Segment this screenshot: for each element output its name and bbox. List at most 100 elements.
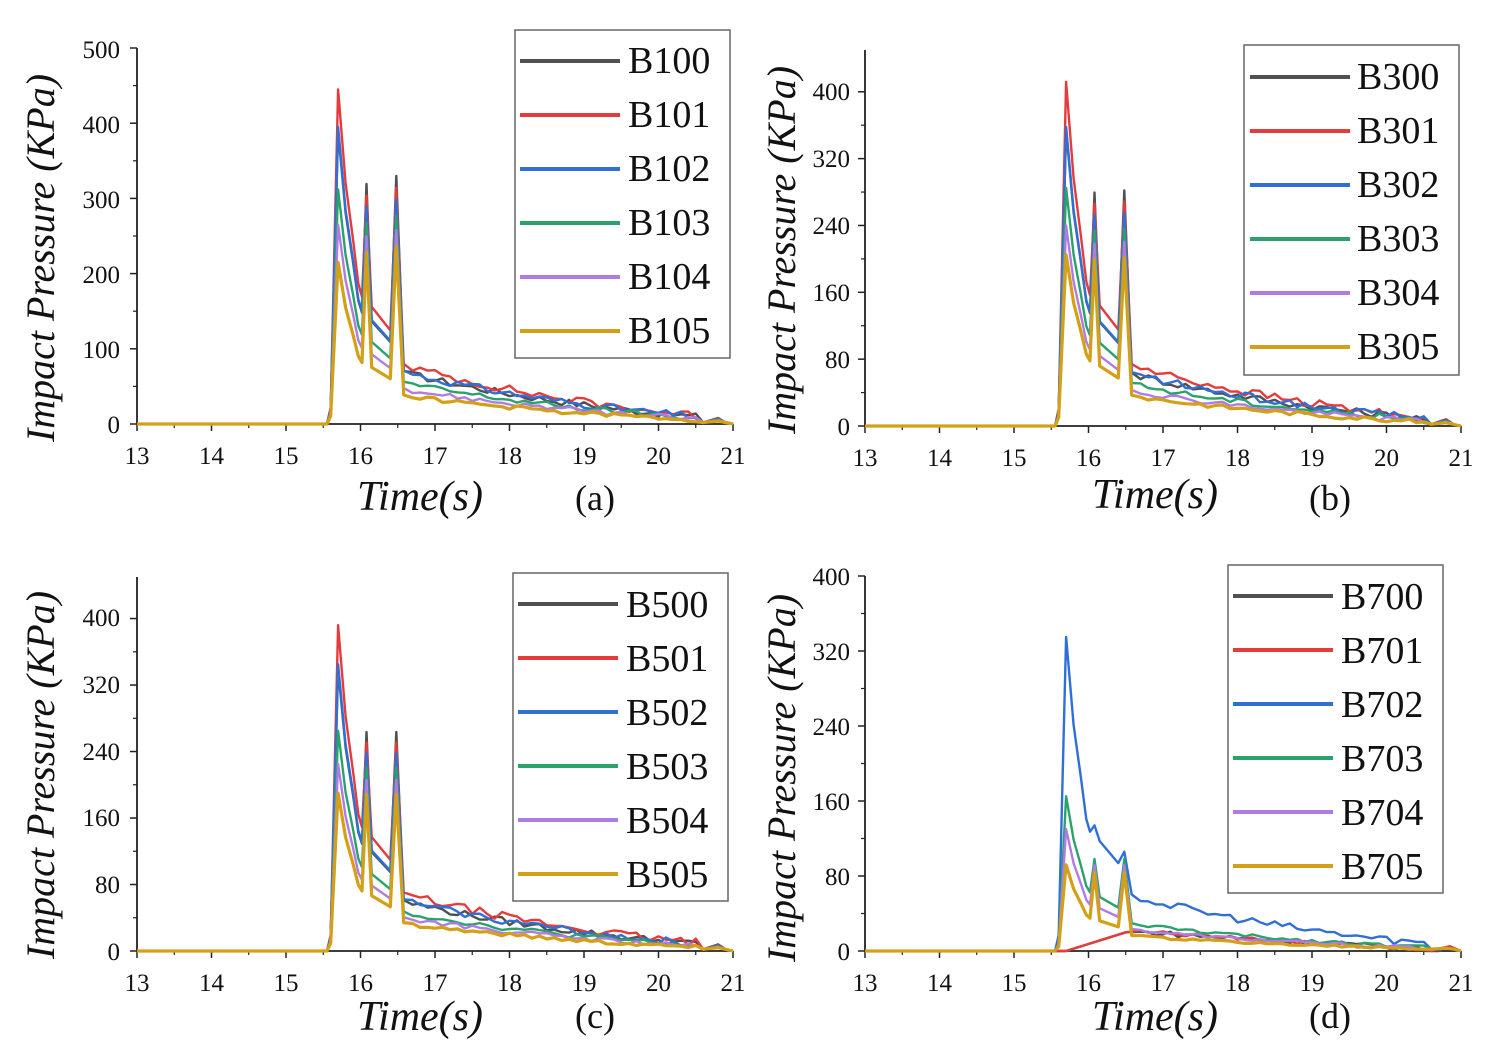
panel-b-ytick: 160 (813, 280, 851, 307)
panel-b-xtick: 16 (1076, 445, 1101, 472)
panel-d-legend-label: B702 (1341, 684, 1423, 726)
panel-a-xtick: 14 (199, 443, 225, 470)
panel-a-ytick: 200 (83, 262, 121, 289)
panel-a-series-line-B105 (137, 245, 734, 426)
panel-c-legend: B500 B501 B502 B503 B504 B505 (512, 572, 729, 902)
panel-c-legend-label: B500 (626, 584, 708, 626)
plot-layer (130, 47, 1462, 958)
panel-a-legend-label: B105 (628, 310, 710, 352)
panel-a-xtick: 15 (274, 443, 299, 470)
panel-b-ylabel: Impact Pressure (KPa) (759, 66, 804, 435)
panel-d-ytick: 320 (813, 639, 851, 666)
panel-a-xtick: 13 (125, 443, 150, 470)
panel-b-yticks: 0 80 160 240 320 400 (813, 79, 851, 441)
panel-c-legend-label: B502 (626, 692, 708, 734)
panel-b-legend-label: B303 (1357, 218, 1439, 260)
panel-c-series-line-B501 (137, 624, 734, 953)
panel-a-legend-label: B100 (628, 40, 710, 82)
panel-d-ytick: 400 (813, 564, 851, 591)
panel-c-ylabel: Impact Pressure (KPa) (18, 591, 63, 960)
panel-a-xticks: 13 14 15 16 17 18 19 20 21 (125, 443, 746, 470)
panel-c-legend-label: B505 (626, 854, 708, 896)
panel-b-xtick: 15 (1002, 445, 1027, 472)
panel-b-xlabel: Time(s) (1092, 472, 1218, 518)
panel-a-legend-box (514, 29, 731, 359)
panel-a-ytick: 400 (83, 112, 121, 139)
panel-b-ytick: 0 (838, 414, 851, 441)
panel-b-xtick: 20 (1374, 445, 1399, 472)
panel-d-xtick: 21 (1449, 970, 1474, 997)
panel-d-yticks: 0 80 160 240 320 400 (813, 564, 851, 966)
panel-d-legend-label: B700 (1341, 576, 1423, 618)
panel-b-ytick: 240 (813, 213, 851, 240)
panel-d-plot (858, 575, 1462, 958)
panel-a-yticks: 0 100 200 300 400 500 (83, 37, 121, 439)
panel-c-legend-label: B503 (626, 746, 708, 788)
panel-a-plot (130, 47, 734, 431)
panel-d-ytick: 160 (813, 789, 851, 816)
panel-d-ytick: 240 (813, 714, 851, 741)
panel-d: Impact Pressure (KPa) 0 80 160 240 320 4… (759, 564, 1474, 1040)
panel-d-xtick: 19 (1300, 970, 1325, 997)
panel-d-xlabel: Time(s) (1092, 994, 1218, 1040)
panel-d-xtick: 20 (1374, 970, 1399, 997)
panel-c-legend-label: B504 (626, 800, 708, 842)
panel-d-legend: B700 B701 B702 B703 B704 B705 (1227, 564, 1444, 894)
panel-c-plot (130, 577, 734, 958)
panel-a-xtick: 17 (423, 443, 448, 470)
panel-d-legend-label: B704 (1341, 792, 1423, 834)
panel-c-ytick: 80 (95, 872, 120, 899)
panel-b-legend: B300 B301 B302 B303 B304 B305 (1243, 44, 1460, 376)
panel-c-ytick: 320 (83, 672, 121, 699)
panel-c-ytick: 400 (83, 605, 121, 632)
panel-d-legend-label: B701 (1341, 630, 1423, 672)
panel-d-ylabel: Impact Pressure (KPa) (759, 594, 804, 963)
panel-c-xtick: 19 (572, 970, 597, 997)
panel-b-legend-label: B301 (1357, 110, 1439, 152)
panel-d-xtick: 13 (853, 970, 878, 997)
panel-a-xtick: 21 (721, 443, 746, 470)
panel-a-ytick: 100 (83, 337, 121, 364)
panel-d-label: (d) (1309, 996, 1351, 1036)
panel-a-label: (a) (575, 478, 615, 518)
panel-d-xticks: 13 14 15 16 17 18 19 20 21 (853, 970, 1474, 997)
panel-c-legend-box (512, 572, 729, 902)
panel-b-xtick: 17 (1151, 445, 1176, 472)
panel-b-legend-label: B305 (1357, 326, 1439, 368)
panel-b-xtick: 13 (853, 445, 878, 472)
panel-a-legend-label: B104 (628, 256, 710, 298)
panel-c-xticks: 13 14 15 16 17 18 19 20 21 (125, 970, 746, 997)
panel-c-xtick: 14 (199, 970, 225, 997)
panel-a-ytick: 500 (83, 37, 121, 64)
panel-b-series-line-B305 (865, 253, 1462, 428)
panel-b-legend-label: B304 (1357, 272, 1439, 314)
panel-d-xtick: 17 (1151, 970, 1176, 997)
panel-a-ylabel: Impact Pressure (KPa) (18, 74, 63, 443)
panel-a-legend-label: B101 (628, 94, 710, 136)
panel-c-xlabel: Time(s) (357, 994, 483, 1040)
panel-d-series-line-B705 (865, 863, 1462, 953)
panel-a-legend: B100 B101 B102 B103 B104 B105 (514, 29, 731, 359)
panel-d-xtick: 14 (927, 970, 953, 997)
panel-b-label: (b) (1309, 478, 1351, 518)
panel-d-series-line-B702 (865, 635, 1462, 953)
panel-c-xtick: 17 (423, 970, 448, 997)
panel-d-xtick: 18 (1225, 970, 1250, 997)
panel-a-xtick: 20 (646, 443, 671, 470)
panel-a-ytick: 0 (108, 412, 121, 439)
panel-c-xtick: 15 (274, 970, 299, 997)
panel-b-ytick: 320 (813, 146, 851, 173)
panel-b-series-line-B304 (865, 224, 1462, 428)
panel-c-ytick: 240 (83, 739, 121, 766)
panel-b-xticks: 13 14 15 16 17 18 19 20 21 (853, 445, 1474, 472)
panel-c-ytick: 160 (83, 805, 121, 832)
panel-a: Impact Pressure (KPa) 0 100 200 300 400 … (18, 29, 746, 520)
panel-c: Impact Pressure (KPa) 0 80 160 240 320 4… (18, 572, 746, 1040)
panel-c-xtick: 18 (497, 970, 522, 997)
panel-a-ytick: 300 (83, 187, 121, 214)
panel-a-xtick: 18 (497, 443, 522, 470)
panel-b-plot (858, 50, 1462, 433)
panel-b-legend-label: B302 (1357, 164, 1439, 206)
panel-c-xtick: 20 (646, 970, 671, 997)
